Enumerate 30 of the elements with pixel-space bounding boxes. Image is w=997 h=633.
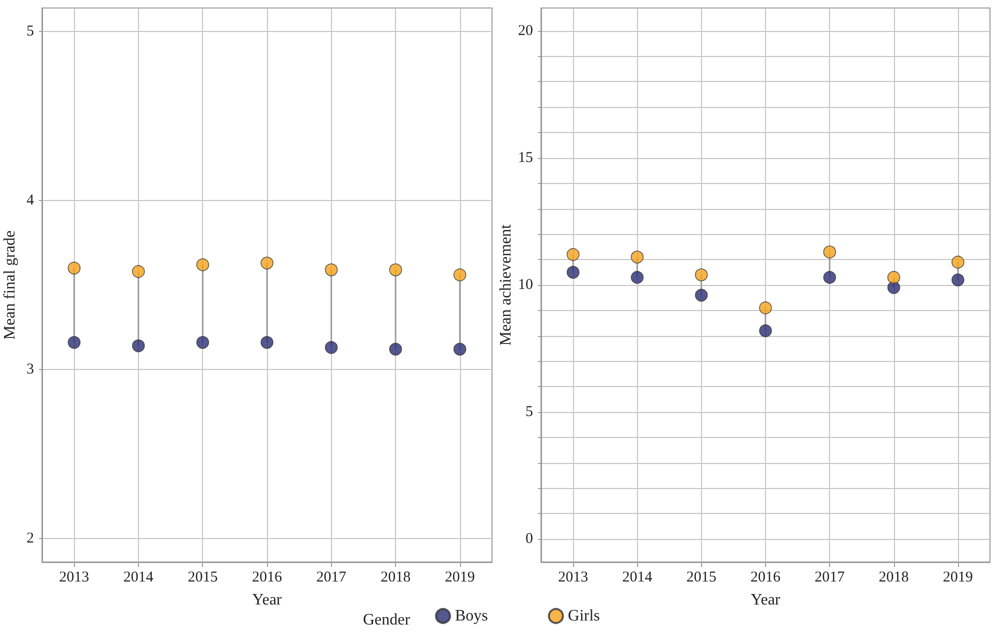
y-tick-label: 15 (518, 150, 533, 166)
x-tick-label: 2013 (558, 570, 588, 586)
x-tick-label: 2013 (59, 570, 90, 586)
legend-label: Girls (568, 608, 600, 624)
x-tick-label: 2018 (380, 570, 411, 586)
y-tick-label: 5 (526, 404, 533, 420)
x-tick-label: 2015 (188, 570, 218, 586)
y-tick-label: 20 (518, 22, 533, 39)
x-tick-label: 2017 (814, 570, 846, 586)
y-tick-label: 0 (526, 531, 533, 548)
y-tick-label: 4 (26, 192, 34, 209)
x-axis-title: Year (750, 592, 781, 608)
legend-label: Boys (455, 608, 488, 624)
x-tick-label: 2015 (686, 570, 716, 586)
y-tick-label: 5 (26, 24, 34, 40)
x-tick-label: 2018 (878, 570, 909, 586)
legend-title: Gender (363, 612, 411, 628)
y-axis-title: Mean final grade (2, 230, 18, 340)
x-tick-label: 2016 (252, 570, 282, 586)
x-tick-label: 2016 (750, 570, 781, 586)
x-tick-label: 2019 (942, 570, 973, 586)
x-tick-label: 2014 (123, 570, 154, 586)
y-tick-label: 3 (26, 361, 34, 378)
x-axis-title: Year (252, 592, 282, 608)
x-tick-label: 2017 (316, 570, 347, 586)
y-axis-title: Mean achievement (498, 224, 515, 346)
x-tick-label: 2019 (444, 570, 475, 586)
y-tick-label: 2 (26, 530, 34, 546)
x-tick-label: 2014 (622, 570, 653, 586)
y-tick-label: 10 (518, 277, 533, 293)
